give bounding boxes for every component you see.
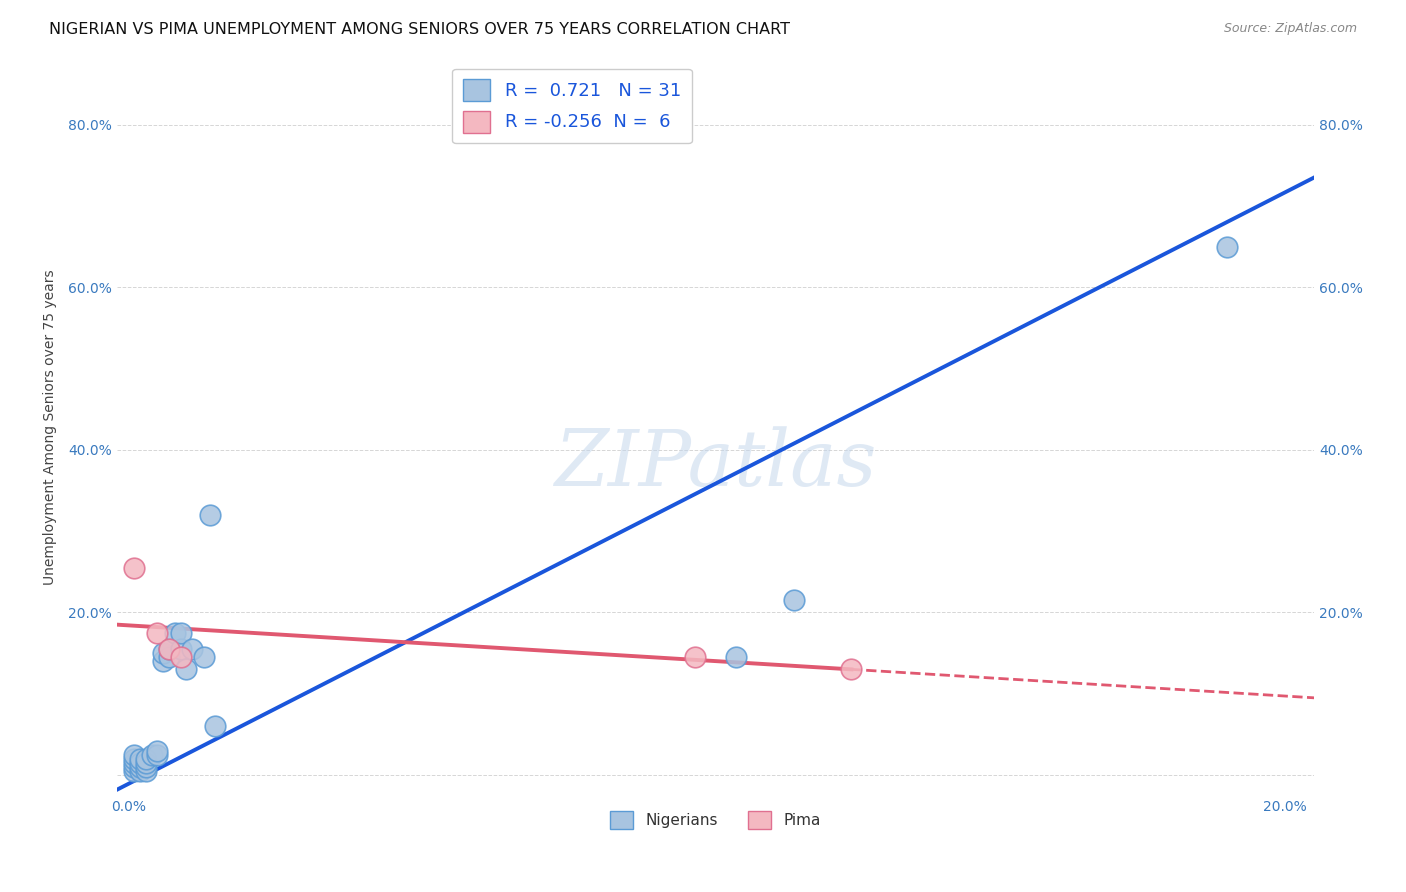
Text: ZIPatlas: ZIPatlas <box>554 426 877 502</box>
Point <box>124 752 146 766</box>
Point <box>129 756 152 770</box>
Legend: Nigerians, Pima: Nigerians, Pima <box>605 805 827 836</box>
Point <box>124 764 146 778</box>
Point <box>163 625 186 640</box>
Point <box>146 625 169 640</box>
Point <box>169 642 191 657</box>
Point <box>169 650 191 665</box>
Point <box>124 756 146 770</box>
Point <box>135 752 157 766</box>
Text: NIGERIAN VS PIMA UNEMPLOYMENT AMONG SENIORS OVER 75 YEARS CORRELATION CHART: NIGERIAN VS PIMA UNEMPLOYMENT AMONG SENI… <box>49 22 790 37</box>
Point <box>157 642 180 657</box>
Point <box>204 719 226 733</box>
Point <box>129 764 152 778</box>
Point <box>135 760 157 774</box>
Point <box>146 747 169 762</box>
Point <box>157 650 180 665</box>
Point <box>124 560 146 574</box>
Point <box>129 752 152 766</box>
Point <box>724 650 747 665</box>
Point <box>685 650 707 665</box>
Point <box>198 508 221 522</box>
Point <box>1216 239 1239 253</box>
Point <box>135 764 157 778</box>
Point <box>841 662 863 676</box>
Point <box>152 646 174 660</box>
Point <box>146 744 169 758</box>
Point <box>176 662 198 676</box>
Point <box>141 747 163 762</box>
Point <box>782 593 804 607</box>
Point <box>169 625 191 640</box>
Point <box>135 756 157 770</box>
Y-axis label: Unemployment Among Seniors over 75 years: Unemployment Among Seniors over 75 years <box>44 269 58 585</box>
Text: Source: ZipAtlas.com: Source: ZipAtlas.com <box>1223 22 1357 36</box>
Point <box>129 760 152 774</box>
Point <box>124 747 146 762</box>
Point <box>124 760 146 774</box>
Point <box>157 642 180 657</box>
Point <box>152 654 174 668</box>
Point <box>193 650 215 665</box>
Point <box>181 642 204 657</box>
